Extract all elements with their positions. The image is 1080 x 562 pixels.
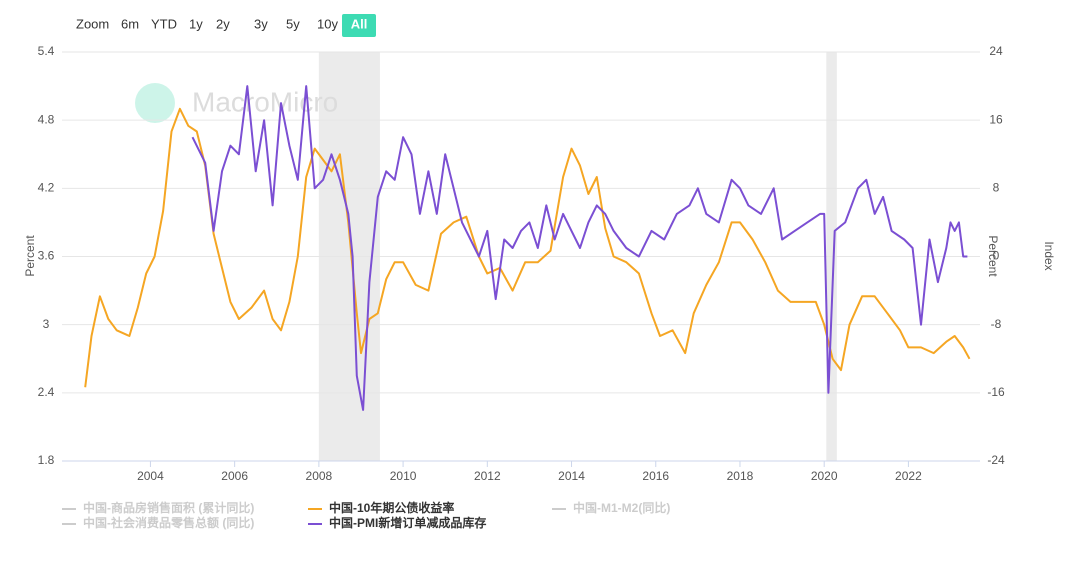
x-tick-label: 2022 [895,469,922,483]
x-tick-label: 2016 [642,469,669,483]
y-tick-label: 2.4 [38,385,55,399]
y2-tick-label: 16 [989,112,1003,126]
y-tick-label: 4.2 [38,181,55,195]
y-tick-label: 3.6 [38,249,55,263]
zoom-button[interactable]: YTD [151,16,177,31]
zoom-button[interactable]: 10y [317,16,338,31]
legend-entry[interactable]: 中国-商品房销售面积 (累计同比) [83,500,254,515]
zoom-button[interactable]: All [351,16,368,31]
x-tick-label: 2010 [390,469,417,483]
y2-tick-label: -16 [987,385,1005,399]
y2-axis-label: Percent [986,235,1000,277]
legend-entry[interactable]: 中国-10年期公债收益率 [329,500,454,515]
x-tick-label: 2006 [221,469,248,483]
zoom-button[interactable]: 3y [254,16,268,31]
zoom-label: Zoom [76,16,109,31]
y2-tick-label: 8 [993,181,1000,195]
legend-entry[interactable]: 中国-M1-M2(同比) [573,500,670,515]
y2-tick-label: 24 [989,44,1003,58]
x-tick-label: 2020 [811,469,838,483]
x-tick-label: 2014 [558,469,585,483]
x-tick-label: 2012 [474,469,501,483]
y-tick-label: 5.4 [38,44,55,58]
y-axis-label: Percent [23,235,37,277]
zoom-button-bg [342,14,376,37]
zoom-button[interactable]: 1y [189,16,203,31]
watermark: MacroMicro [192,86,338,117]
x-tick-label: 2008 [306,469,333,483]
x-tick-label: 2004 [137,469,164,483]
zoom-button[interactable]: 2y [216,16,230,31]
zoom-button[interactable]: 6m [121,16,139,31]
series-line [84,107,971,388]
y-tick-label: 3 [43,317,50,331]
x-tick-label: 2018 [727,469,754,483]
y3-axis-label: Index [1042,241,1056,270]
y2-tick-label: -24 [987,453,1005,467]
y2-tick-label: 0 [993,249,1000,263]
y-tick-label: 1.8 [38,453,55,467]
legend-entry[interactable]: 中国-社会消费品零售总额 (同比) [83,515,254,530]
y2-tick-label: -8 [991,317,1002,331]
series-line [191,85,968,411]
zoom-button[interactable]: 5y [286,16,300,31]
watermark-logo [135,83,175,123]
legend-entry[interactable]: 中国-PMI新增订单减成品库存 [329,515,486,530]
y-tick-label: 4.8 [38,112,55,126]
